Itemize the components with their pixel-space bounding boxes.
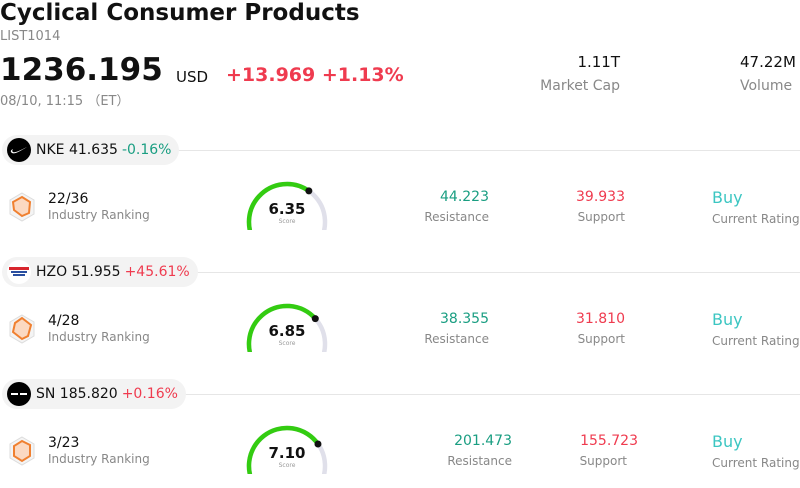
section-divider bbox=[178, 150, 800, 151]
currency-label: USD bbox=[176, 68, 209, 86]
rating-value[interactable]: Buy bbox=[712, 310, 743, 329]
sharkninja-logo-icon bbox=[7, 382, 31, 406]
industry-rank-label: Industry Ranking bbox=[48, 452, 150, 466]
ticker-change: +0.16% bbox=[121, 386, 178, 402]
ticker-price: NKE 41.635 bbox=[36, 142, 118, 158]
resistance-value: 201.473 bbox=[454, 433, 512, 449]
stock-pill-nke[interactable]: NKE 41.635 -0.16% bbox=[2, 135, 180, 165]
nike-logo-icon bbox=[7, 138, 31, 162]
ranking-radar-icon bbox=[9, 314, 35, 344]
resistance-label: Resistance bbox=[447, 454, 512, 468]
score-gauge bbox=[246, 303, 328, 352]
industry-rank-value: 22/36 bbox=[48, 191, 89, 207]
marinemax-logo-icon bbox=[7, 260, 31, 284]
index-price: 1236.195 bbox=[0, 52, 163, 88]
score-caption: Score bbox=[278, 218, 296, 225]
support-label: Support bbox=[577, 332, 625, 346]
volume-value: 47.22M bbox=[740, 53, 796, 71]
market-cap-label: Market Cap bbox=[540, 78, 620, 94]
timestamp: 08/10, 11:15 （ET） bbox=[0, 94, 130, 109]
score-caption: Score bbox=[278, 340, 296, 347]
support-value: 31.810 bbox=[576, 311, 625, 327]
score-value: 6.85 bbox=[268, 322, 306, 340]
score-value: 6.35 bbox=[268, 200, 306, 218]
resistance-value: 44.223 bbox=[440, 189, 489, 205]
rating-value[interactable]: Buy bbox=[712, 188, 743, 207]
rating-value[interactable]: Buy bbox=[712, 432, 743, 451]
rating-label: Current Rating bbox=[712, 334, 800, 348]
ranking-radar-icon bbox=[9, 192, 35, 222]
score-caption: Score bbox=[278, 462, 296, 469]
ticker-price: SN 185.820 bbox=[36, 386, 118, 402]
stock-pill-sn[interactable]: SN 185.820 +0.16% bbox=[2, 379, 186, 409]
score-value: 7.10 bbox=[268, 444, 306, 462]
rating-label: Current Rating bbox=[712, 456, 800, 470]
ticker-change: -0.16% bbox=[121, 142, 172, 158]
score-gauge bbox=[246, 181, 328, 230]
page-title: Cyclical Consumer Products bbox=[0, 0, 360, 26]
industry-rank-value: 3/23 bbox=[48, 435, 80, 451]
support-value: 39.933 bbox=[576, 189, 625, 205]
list-code: LIST1014 bbox=[0, 29, 61, 44]
ticker-price: HZO 51.955 bbox=[36, 264, 121, 280]
index-change: +13.969 +1.13% bbox=[226, 64, 404, 86]
stock-pill-hzo[interactable]: HZO 51.955 +45.61% bbox=[2, 257, 198, 287]
volume-label: Volume bbox=[740, 78, 793, 94]
support-value: 155.723 bbox=[580, 433, 638, 449]
resistance-label: Resistance bbox=[424, 332, 489, 346]
section-divider bbox=[178, 394, 800, 395]
rating-label: Current Rating bbox=[712, 212, 800, 226]
industry-rank-value: 4/28 bbox=[48, 313, 80, 329]
industry-rank-label: Industry Ranking bbox=[48, 208, 150, 222]
support-label: Support bbox=[577, 210, 625, 224]
market-cap-value: 1.11T bbox=[577, 53, 620, 71]
score-gauge bbox=[246, 425, 328, 474]
ranking-radar-icon bbox=[9, 436, 35, 466]
resistance-value: 38.355 bbox=[440, 311, 489, 327]
section-divider bbox=[178, 272, 800, 273]
industry-rank-label: Industry Ranking bbox=[48, 330, 150, 344]
support-label: Support bbox=[579, 454, 627, 468]
ticker-change: +45.61% bbox=[124, 264, 190, 280]
resistance-label: Resistance bbox=[424, 210, 489, 224]
